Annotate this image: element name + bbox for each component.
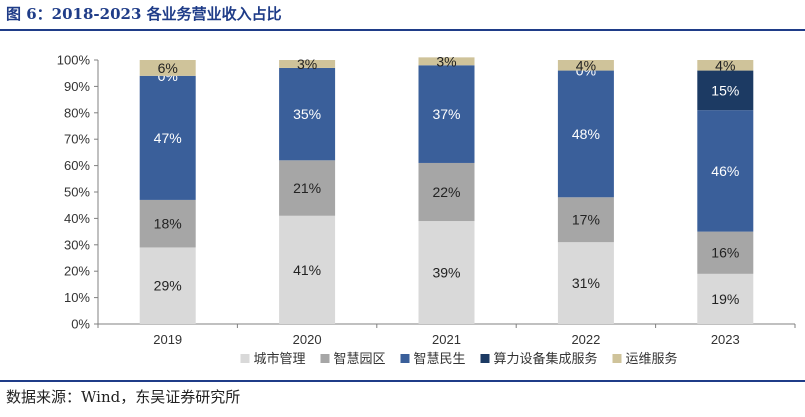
bar-segment xyxy=(418,162,475,222)
x-tick-label: 2019 xyxy=(153,332,182,347)
data-label: 17% xyxy=(572,212,600,228)
legend-swatch xyxy=(240,354,250,363)
bar-segment xyxy=(697,110,754,232)
bar-segment xyxy=(557,70,614,198)
data-label: 47% xyxy=(154,130,182,146)
y-tick-label: 70% xyxy=(64,132,90,147)
data-label: 3% xyxy=(297,56,317,72)
bar-segment xyxy=(279,160,336,216)
data-label: 21% xyxy=(293,180,321,196)
data-label: 4% xyxy=(576,57,596,73)
y-tick-label: 50% xyxy=(64,185,90,200)
data-label: 31% xyxy=(572,275,600,291)
data-label: 22% xyxy=(432,184,460,200)
data-label: 6% xyxy=(158,60,178,76)
bar-segment xyxy=(557,197,614,243)
data-label: 41% xyxy=(293,262,321,278)
data-label: 15% xyxy=(711,82,739,98)
bar-segment xyxy=(418,65,475,163)
data-label: 39% xyxy=(432,265,460,281)
x-tick-label: 2020 xyxy=(293,332,322,347)
legend-label: 运维服务 xyxy=(626,351,678,366)
x-tick-label: 2023 xyxy=(711,332,740,347)
y-tick-label: 0% xyxy=(71,317,90,332)
y-tick-label: 100% xyxy=(57,53,91,68)
source-rule xyxy=(0,380,805,382)
bar-segment xyxy=(557,60,614,71)
x-tick-label: 2022 xyxy=(571,332,600,347)
y-tick-label: 60% xyxy=(64,158,90,173)
data-label: 37% xyxy=(432,106,460,122)
chart-legend: 城市管理 智慧园区 智慧民生 算力设备集成服务 运维服务 xyxy=(240,351,678,366)
source-note: 数据来源：Wind，东吴证券研究所 xyxy=(6,388,241,406)
bar-segment xyxy=(139,75,196,200)
bar-segment xyxy=(418,221,475,324)
data-label: 18% xyxy=(154,216,182,232)
figure-title: 图 6：2018-2023 各业务营业收入占比 xyxy=(6,5,282,23)
stacked-bar-chart: 0% 10% 20% 30% 40% 50% 60% 70% 80% 90% 100% 2019 202… xyxy=(57,53,796,366)
bar-segment xyxy=(697,231,754,274)
data-label: 46% xyxy=(711,163,739,179)
data-label: 48% xyxy=(572,126,600,142)
legend-swatch xyxy=(480,354,490,363)
legend-label: 城市管理 xyxy=(254,351,306,366)
y-tick-label: 40% xyxy=(64,211,90,226)
chart-bars: 29%18%47%0%6%41%21%35%3%39%22%37%3%31%17… xyxy=(139,53,754,324)
x-tick-label: 2021 xyxy=(432,332,461,347)
data-label: 3% xyxy=(436,53,456,69)
data-label: 4% xyxy=(715,57,735,73)
bar-segment xyxy=(279,215,336,324)
bar-segment xyxy=(279,67,336,161)
title-rule xyxy=(0,29,805,31)
data-label: 29% xyxy=(154,278,182,294)
legend-label: 算力设备集成服务 xyxy=(494,351,598,366)
bar-segment xyxy=(557,242,614,324)
y-tick-label: 20% xyxy=(64,264,90,279)
data-label: 16% xyxy=(711,245,739,261)
y-tick-label: 30% xyxy=(64,237,90,252)
bar-segment xyxy=(697,60,754,71)
legend-swatch xyxy=(612,354,622,363)
y-tick-label: 80% xyxy=(64,105,90,120)
legend-swatch xyxy=(320,354,330,363)
data-label: 19% xyxy=(711,291,739,307)
bar-segment xyxy=(279,60,336,68)
bar-segment xyxy=(697,70,754,111)
legend-label: 智慧园区 xyxy=(334,351,386,366)
y-tick-label: 10% xyxy=(64,290,90,305)
bar-segment xyxy=(697,273,754,324)
chart-axes: 0% 10% 20% 30% 40% 50% 60% 70% 80% 90% 100% 2019 202… xyxy=(57,53,796,347)
legend-swatch xyxy=(400,354,410,363)
bar-segment xyxy=(139,199,196,248)
legend-label: 智慧民生 xyxy=(414,351,466,366)
bar-segment xyxy=(139,247,196,324)
y-tick-label: 90% xyxy=(64,79,90,94)
bar-segment xyxy=(139,60,196,76)
data-label: 35% xyxy=(293,106,321,122)
bar-segment xyxy=(418,57,475,66)
